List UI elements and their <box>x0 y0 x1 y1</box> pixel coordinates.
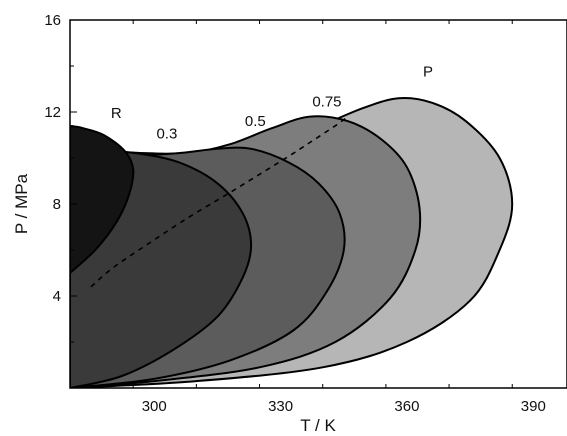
envelope-R <box>70 124 135 388</box>
tick-labels: 300 330 360 390 4 8 12 16 <box>44 12 546 415</box>
plot-areas <box>70 97 514 388</box>
x-tick-label: 360 <box>394 398 419 415</box>
x-tick-label: 390 <box>521 398 546 415</box>
series-label-0-75: 0.75 <box>312 93 341 110</box>
series-label-P: P <box>423 63 433 80</box>
x-tick-label: 330 <box>268 398 293 415</box>
series-label-R: R <box>111 105 122 122</box>
y-tick-label: 8 <box>53 196 61 213</box>
series-label-0-3: 0.3 <box>156 125 177 142</box>
y-axis-label: P / MPa <box>12 173 31 234</box>
series-labels: R 0.3 0.5 0.75 P <box>111 63 433 142</box>
y-tick-label: 16 <box>44 12 61 29</box>
x-axis-label: T / K <box>300 416 336 435</box>
x-tick-label: 300 <box>142 398 167 415</box>
axis-ticks <box>70 20 513 388</box>
dashed-trend-line <box>90 115 349 288</box>
y-tick-label: 4 <box>53 288 61 305</box>
series-label-0-5: 0.5 <box>245 113 266 130</box>
y-tick-label: 12 <box>44 104 61 121</box>
dashed-series-layer <box>90 115 349 288</box>
